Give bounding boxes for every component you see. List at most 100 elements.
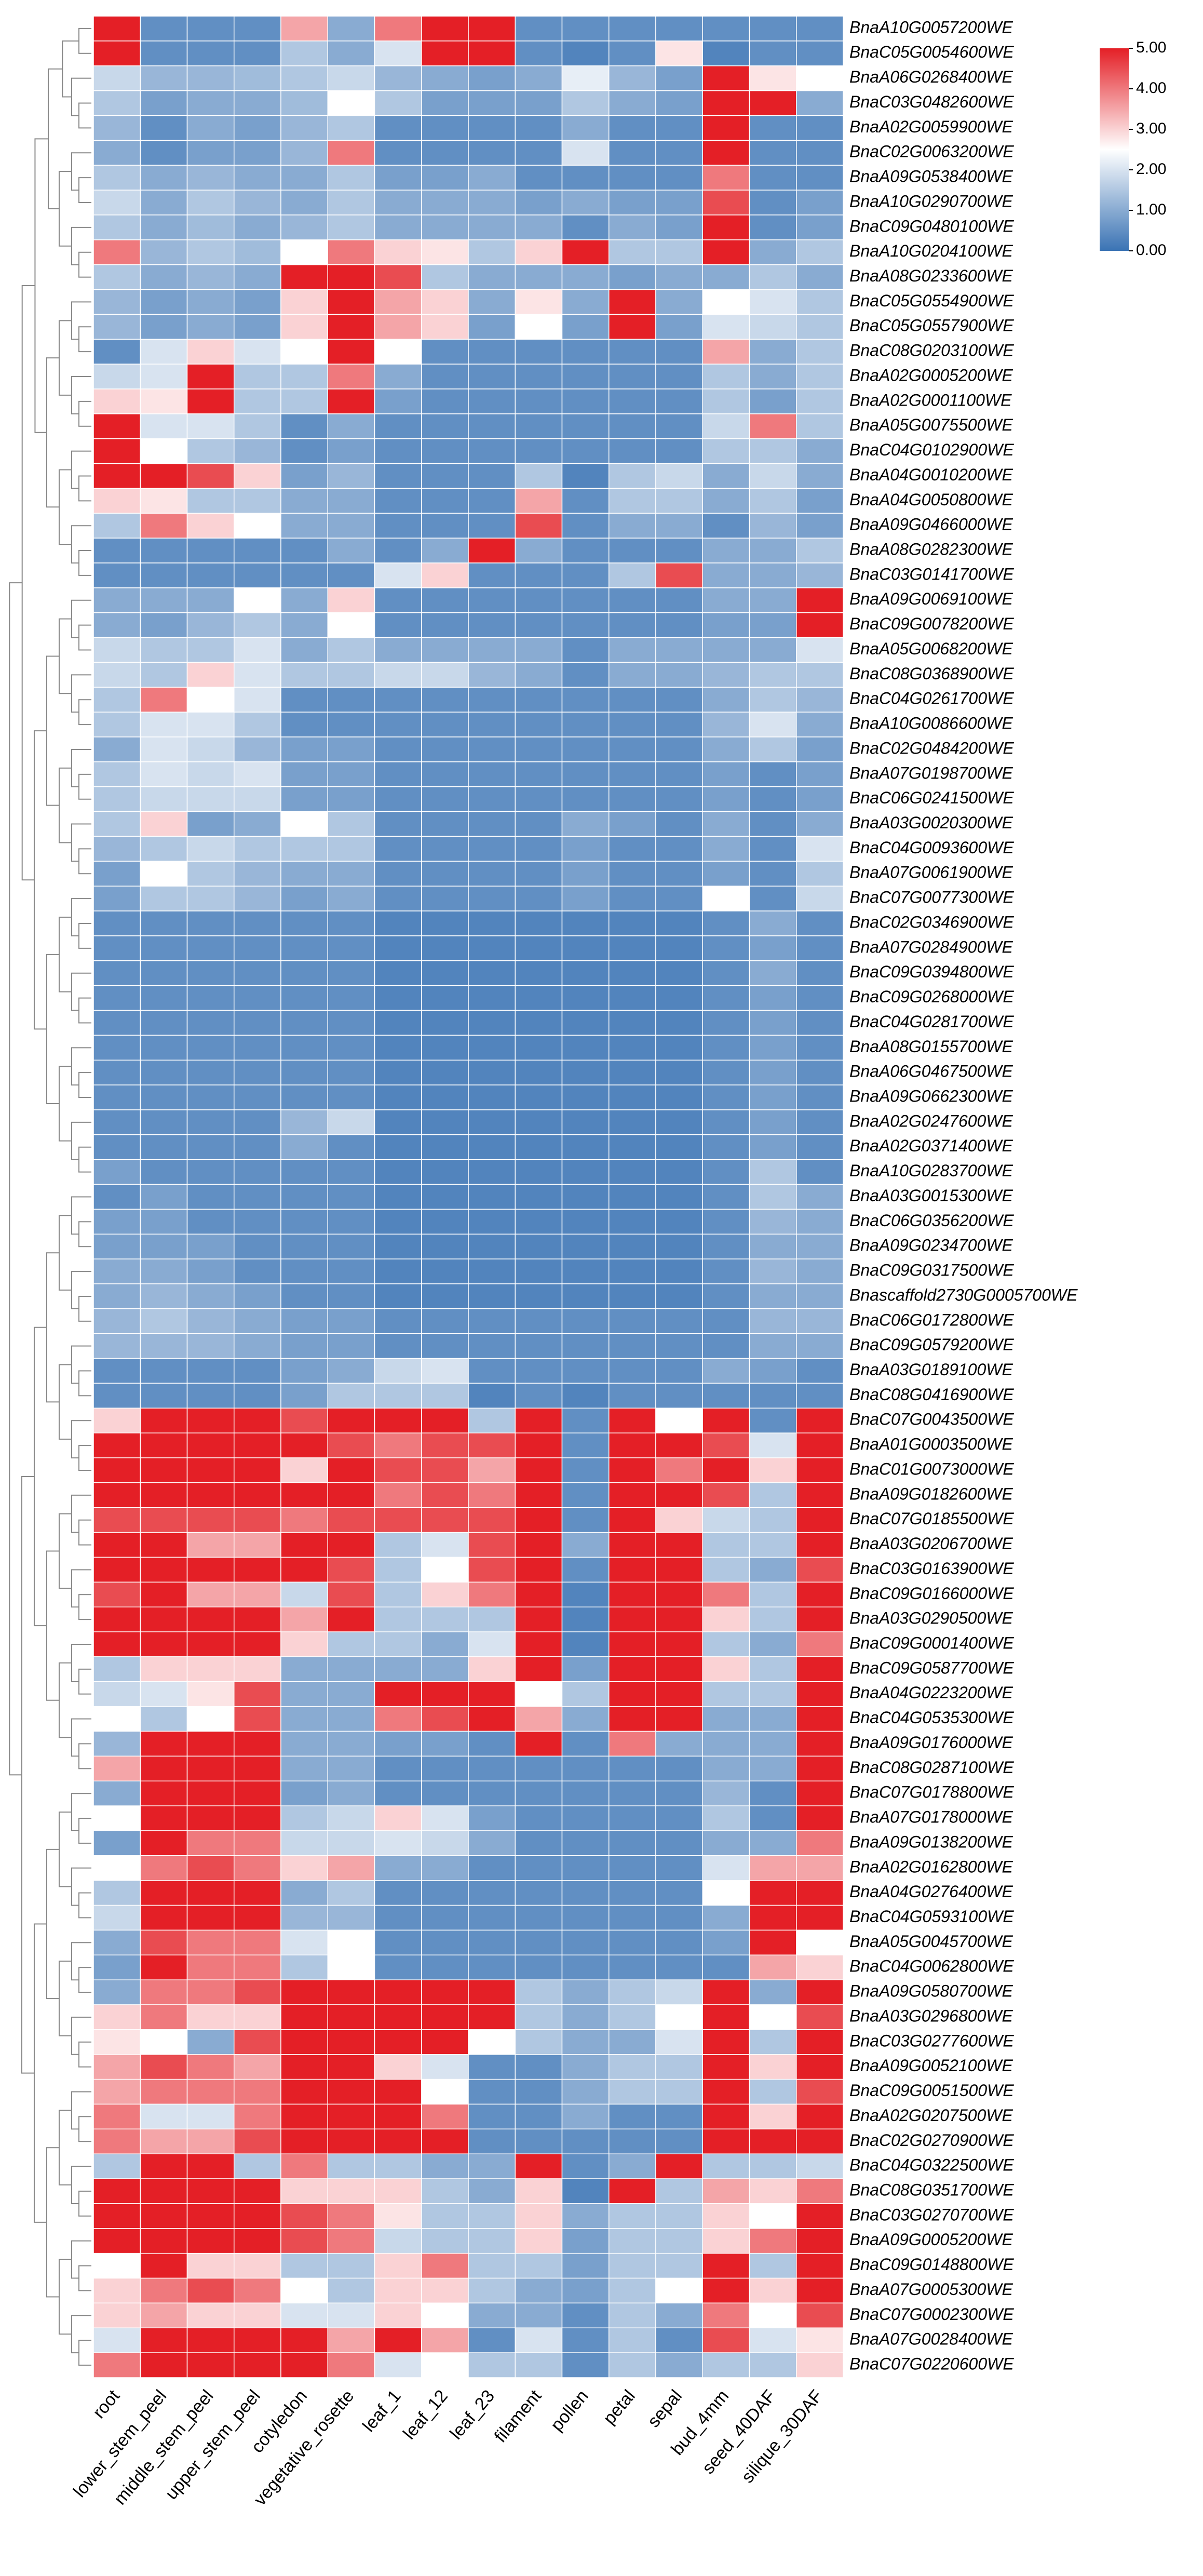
- colorbar-tick-label: 0.00: [1136, 242, 1166, 259]
- heatmap-cell: [796, 1557, 844, 1583]
- heatmap-cell: [327, 1407, 375, 1433]
- heatmap-cell: [234, 612, 281, 638]
- row-label: BnaA02G0005200WE: [849, 366, 1013, 384]
- heatmap-cell: [702, 587, 750, 613]
- heatmap-cell: [280, 364, 328, 390]
- heatmap-cell: [561, 1010, 610, 1036]
- heatmap-cell: [655, 1283, 703, 1309]
- heatmap-cell: [468, 388, 516, 414]
- dendrogram-branch: [78, 400, 91, 427]
- heatmap-cell: [93, 1557, 141, 1583]
- heatmap-cell: [374, 65, 422, 91]
- heatmap-cell: [327, 1507, 375, 1533]
- heatmap-cell: [374, 1283, 422, 1309]
- row-label: BnaC02G0270900WE: [849, 2131, 1014, 2150]
- heatmap-cell: [93, 339, 141, 365]
- dendrogram-branch: [71, 1494, 91, 1533]
- heatmap-cell: [468, 2277, 516, 2304]
- heatmap-cell: [93, 1084, 141, 1110]
- heatmap-cell: [327, 637, 375, 663]
- dendrogram-branch: [78, 1370, 91, 1397]
- heatmap-cell: [749, 1432, 797, 1458]
- heatmap-cell: [609, 786, 656, 812]
- heatmap-cell: [93, 1209, 141, 1235]
- heatmap-cell: [140, 2203, 188, 2229]
- heatmap-cell: [561, 985, 610, 1011]
- heatmap-cell: [234, 1706, 281, 1732]
- heatmap-cell: [93, 2128, 141, 2154]
- heatmap-cell: [93, 1606, 141, 1632]
- heatmap-cell: [93, 1631, 141, 1657]
- heatmap-cell: [749, 1333, 797, 1359]
- row-label: BnaA07G0284900WE: [849, 937, 1013, 956]
- heatmap-cell: [280, 836, 328, 862]
- heatmap-cell: [234, 140, 281, 166]
- heatmap-cell: [421, 1333, 469, 1359]
- heatmap-cell: [186, 1780, 235, 1806]
- heatmap-cell: [749, 140, 797, 166]
- heatmap-cell: [421, 2327, 469, 2353]
- dendrogram-branch: [71, 1121, 91, 1160]
- dendrogram-branch: [71, 1644, 91, 1682]
- row-label: BnaC03G0163900WE: [849, 1559, 1014, 1578]
- heatmap-cell: [374, 1755, 422, 1782]
- dendrogram-branch: [71, 2166, 91, 2204]
- heatmap-cell: [561, 1209, 610, 1235]
- heatmap-cell: [609, 1904, 656, 1931]
- heatmap-cell: [655, 1383, 703, 1409]
- heatmap-cell: [749, 1830, 797, 1856]
- heatmap-cell: [468, 1855, 516, 1881]
- heatmap-cell: [561, 1457, 610, 1483]
- heatmap-cell: [186, 2029, 235, 2055]
- row-label: BnaA07G0028400WE: [849, 2330, 1013, 2349]
- heatmap-cell: [421, 1457, 469, 1483]
- heatmap-cell: [140, 1209, 188, 1235]
- heatmap-cell: [93, 1134, 141, 1160]
- heatmap-cell: [609, 886, 656, 911]
- heatmap-cell: [609, 1084, 656, 1110]
- heatmap-cell: [468, 190, 516, 216]
- heatmap-cell: [702, 1855, 750, 1881]
- heatmap-cell: [421, 16, 469, 42]
- heatmap-cell: [468, 1954, 516, 1980]
- heatmap-cell: [140, 2252, 188, 2279]
- heatmap-cell: [515, 165, 563, 191]
- heatmap-cell: [140, 438, 188, 464]
- heatmap-cell: [186, 562, 235, 588]
- heatmap-cell: [655, 1606, 703, 1632]
- heatmap-cell: [468, 1979, 516, 2005]
- heatmap-cell: [374, 140, 422, 166]
- heatmap-cell: [515, 587, 563, 613]
- heatmap-cell: [421, 637, 469, 663]
- heatmap-cell: [327, 165, 375, 191]
- heatmap-cell: [655, 1979, 703, 2005]
- heatmap-cell: [93, 1457, 141, 1483]
- row-label: BnaC02G0484200WE: [849, 739, 1014, 757]
- heatmap-cell: [280, 1780, 328, 1806]
- heatmap-cell: [234, 2153, 281, 2179]
- heatmap-cell: [234, 662, 281, 688]
- heatmap-cell: [796, 388, 844, 414]
- heatmap-cell: [749, 1581, 797, 1607]
- heatmap-cell: [140, 190, 188, 216]
- heatmap-cell: [796, 1283, 844, 1309]
- dendrogram-branch: [71, 450, 91, 489]
- heatmap-cell: [140, 2178, 188, 2204]
- heatmap-cell: [609, 1656, 656, 1682]
- heatmap-cell: [421, 1010, 469, 1036]
- heatmap-cell: [186, 140, 235, 166]
- heatmap-cell: [327, 736, 375, 762]
- heatmap-cell: [421, 364, 469, 390]
- heatmap-cell: [655, 886, 703, 911]
- heatmap-cell: [374, 1209, 422, 1235]
- heatmap-cell: [93, 1755, 141, 1782]
- heatmap-cell: [234, 314, 281, 340]
- heatmap-cell: [374, 1730, 422, 1757]
- heatmap-cell: [515, 1780, 563, 1806]
- heatmap-cell: [327, 1805, 375, 1831]
- heatmap-cell: [234, 41, 281, 66]
- heatmap-cell: [796, 488, 844, 514]
- heatmap-cell: [234, 463, 281, 489]
- dendrogram-branch: [78, 1892, 91, 1918]
- heatmap-cell: [93, 488, 141, 514]
